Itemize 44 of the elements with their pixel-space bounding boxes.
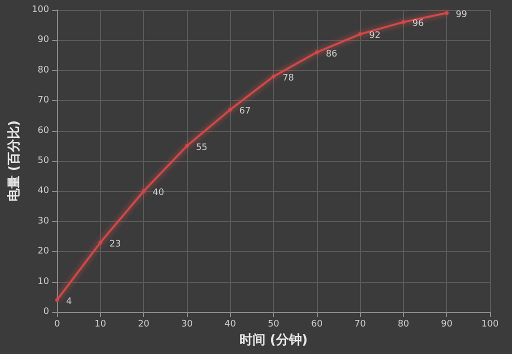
- point: [184, 144, 189, 148]
- data-label: 67: [239, 106, 251, 117]
- point: [98, 240, 102, 245]
- x-tick-label: 70: [354, 320, 366, 330]
- y-tick-label: 60: [38, 126, 50, 136]
- data-label: 78: [282, 73, 294, 84]
- data-label: 96: [412, 19, 424, 30]
- point: [142, 189, 146, 194]
- x-tick-label: 30: [181, 320, 193, 330]
- data-label: 86: [326, 49, 338, 60]
- x-tick-label: 100: [481, 320, 499, 330]
- point: [401, 20, 406, 24]
- x-tick-label: 0: [54, 320, 60, 330]
- x-tick-label: 90: [440, 320, 453, 330]
- y-tick-label: 40: [38, 186, 50, 196]
- data-label: 4: [66, 296, 72, 307]
- point: [55, 298, 60, 302]
- data-label: 40: [152, 188, 164, 198]
- y-tick-label: 20: [38, 246, 50, 257]
- point: [314, 50, 319, 54]
- data-label: 92: [369, 31, 381, 42]
- y-tick-label: 80: [38, 65, 50, 76]
- y-tick-label: 70: [38, 96, 50, 106]
- x-tick-label: 60: [311, 320, 323, 330]
- point: [444, 11, 449, 16]
- x-tick-label: 50: [268, 320, 280, 330]
- x-tick-label: 10: [94, 320, 106, 330]
- point: [272, 74, 276, 78]
- y-axis-title: 电量 (百分比): [7, 120, 22, 202]
- x-axis-title: 时间 (分钟): [239, 333, 308, 348]
- y-tick-label: 100: [32, 5, 50, 15]
- data-label: 23: [109, 240, 121, 250]
- point: [358, 32, 362, 36]
- data-label: 99: [456, 10, 468, 20]
- y-tick-label: 90: [38, 35, 50, 46]
- x-tick-label: 40: [224, 320, 236, 330]
- y-tick-label: 30: [38, 216, 50, 226]
- point: [228, 108, 232, 112]
- y-tick-label: 50: [38, 156, 50, 166]
- y-tick-label: 0: [43, 307, 50, 317]
- x-tick-label: 80: [398, 320, 410, 330]
- x-tick-label: 20: [138, 320, 150, 330]
- y-tick-label: 10: [38, 276, 50, 287]
- data-label: 55: [196, 142, 208, 153]
